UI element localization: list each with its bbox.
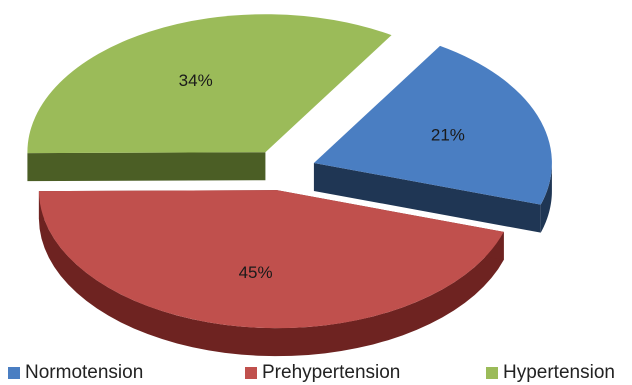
legend-item-hypertension: Hypertension [486,362,615,384]
slice-label-prehypertension: 45% [239,263,273,282]
legend-label-prehypertension: Prehypertension [262,362,401,383]
slice-side-prehypertension [38,191,504,357]
legend-swatch-prehypertension [245,367,257,379]
legend-label-normotension: Normotension [25,362,144,383]
slice-label-hypertension: 34% [179,71,213,90]
slice-labels: 21% 45% 34% [179,71,465,282]
legend-swatch-hypertension [486,367,498,379]
legend-swatch-normotension [8,367,20,379]
slice-side-normotension [540,162,552,233]
slice-cut-face-normotension-1 [313,162,541,233]
slice-normotension [313,45,552,205]
legend-item-prehypertension: Prehypertension [245,362,400,384]
slice-prehypertension [38,190,504,329]
slice-cut-face-hypertension-0 [27,152,266,182]
slice-label-normotension: 21% [431,125,465,144]
legend-label-hypertension: Hypertension [503,362,615,383]
legend: Normotension Prehypertension Hypertensio… [0,360,632,385]
legend-item-normotension: Normotension [8,362,143,384]
slice-tops [27,14,552,329]
slice-hypertension [27,14,392,154]
